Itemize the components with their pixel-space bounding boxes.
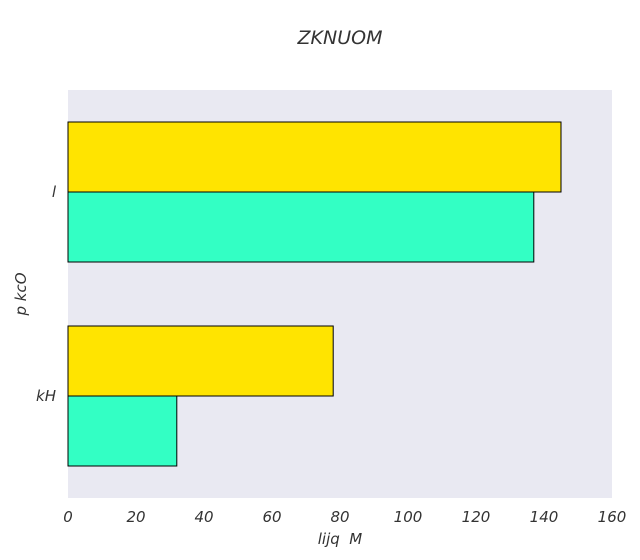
bar-0-1 — [67, 121, 562, 193]
bars-group — [67, 121, 562, 467]
x-axis-label: lijq M — [318, 530, 363, 548]
bar-1-1 — [67, 325, 334, 397]
x-tick-label: 40 — [194, 508, 213, 526]
x-tick-label: 60 — [262, 508, 281, 526]
x-tick-label: 0 — [63, 508, 73, 526]
x-tick-label: 120 — [462, 508, 491, 526]
chart-title: ZKNUOM — [297, 27, 383, 49]
x-tick-labels: 0 20 40 60 80 100 120 140 160 — [63, 508, 626, 526]
bar-1-0 — [67, 395, 178, 467]
bar-0-0 — [67, 191, 535, 263]
x-tick-label: 80 — [330, 508, 349, 526]
x-tick-label: 160 — [598, 508, 627, 526]
x-tick-label: 140 — [530, 508, 559, 526]
y-axis-label: p kcO — [12, 272, 30, 316]
x-tick-label: 100 — [394, 508, 423, 526]
y-tick-labels: l kH — [36, 183, 57, 405]
y-tick-label: kH — [36, 387, 56, 405]
x-tick-label: 20 — [126, 508, 145, 526]
y-tick-label: l — [52, 183, 57, 201]
